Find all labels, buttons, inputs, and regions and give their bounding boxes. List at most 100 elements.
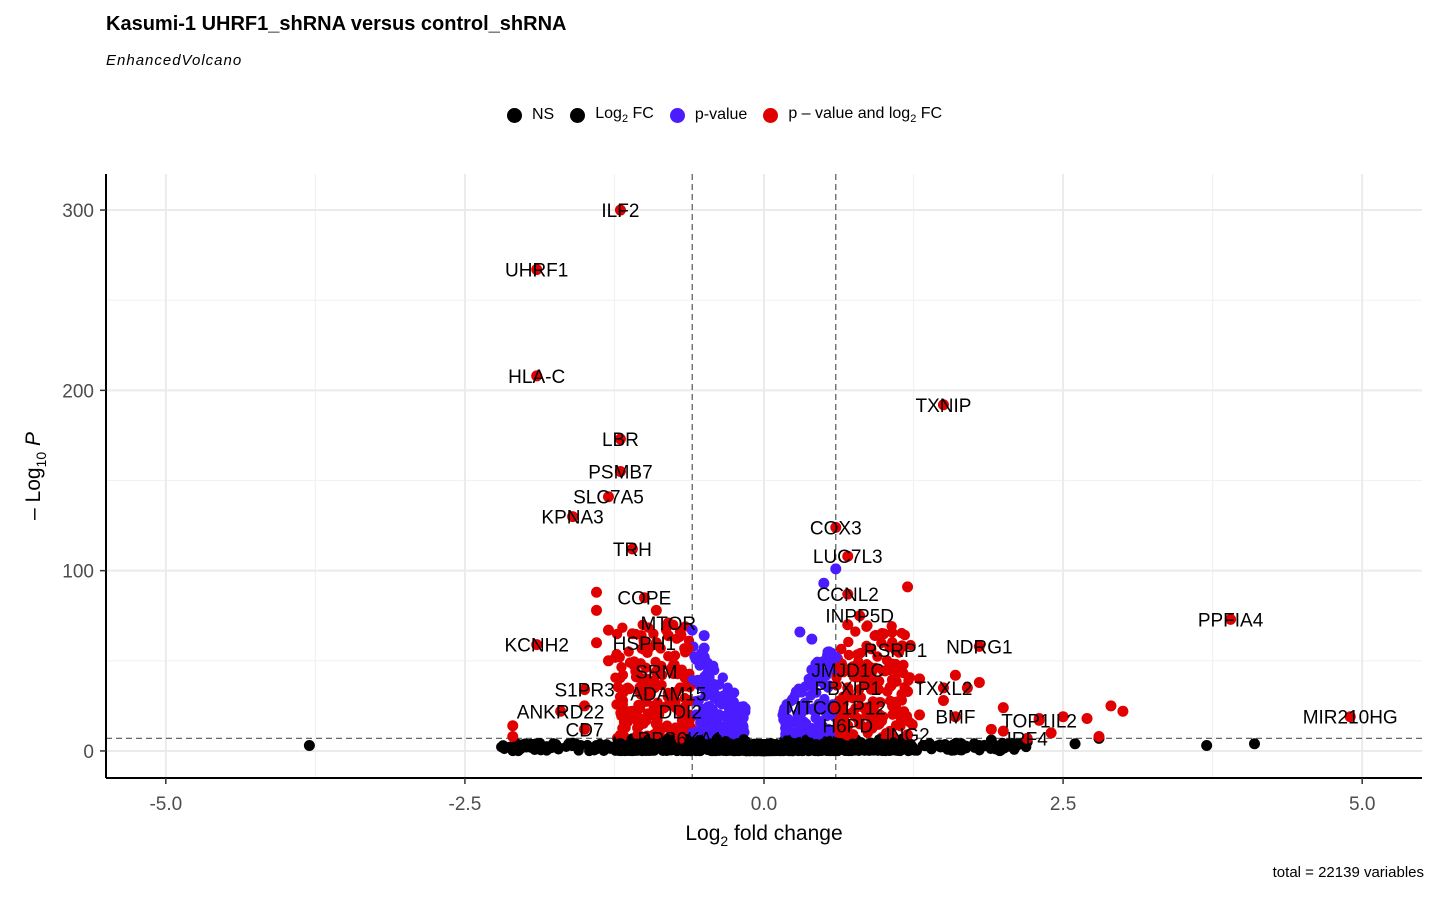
- data-point-ns: [973, 740, 985, 752]
- cloud-point: [858, 678, 870, 690]
- cloud-point: [697, 719, 709, 730]
- data-point-pfc: [507, 731, 519, 743]
- legend-item-pfc: p – value and log2 FC: [763, 105, 942, 125]
- cloud-point: [611, 648, 622, 660]
- cloud-point: [833, 661, 845, 672]
- cloud-point: [861, 621, 872, 633]
- point-label-UHRF1: UHRF1: [505, 261, 568, 282]
- legend-item-p: p-value: [669, 106, 748, 124]
- cloud-point: [693, 738, 704, 749]
- cloud-point: [860, 740, 872, 751]
- cloud-point: [683, 742, 695, 754]
- data-point-UHRF1: [531, 264, 543, 276]
- cloud-point: [821, 726, 832, 737]
- cloud-point: [891, 745, 903, 756]
- x-tick-label: -2.5: [449, 794, 482, 815]
- data-point-pfc: [961, 682, 973, 694]
- data-point-p: [698, 673, 710, 685]
- cloud-point: [835, 643, 847, 655]
- data-point-ns: [303, 740, 315, 752]
- cloud-point: [732, 737, 744, 749]
- y-tick-label: 100: [62, 562, 94, 583]
- cloud-point: [866, 718, 877, 729]
- point-label-CCNL2: CCNL2: [817, 585, 879, 606]
- cloud-point: [924, 737, 935, 749]
- cloud-point: [623, 646, 634, 657]
- data-point-ns: [1249, 738, 1261, 750]
- cloud-point: [615, 707, 626, 719]
- cloud-point: [833, 715, 845, 726]
- legend-dot-pfc: [763, 107, 779, 123]
- cloud-point: [693, 710, 704, 721]
- cloud-point: [818, 679, 830, 690]
- data-point-pfc: [866, 673, 878, 685]
- legend-label-p: p-value: [694, 106, 748, 123]
- x-tick-label: 0.0: [751, 794, 777, 815]
- cloud-point: [876, 637, 887, 649]
- data-point-pfc: [1081, 713, 1093, 725]
- data-point-PPFIA4: [1225, 613, 1237, 625]
- chart-caption: total = 22139 variables: [1272, 864, 1424, 881]
- data-point-TOP1IL2: [1033, 714, 1045, 726]
- data-point-pfc: [674, 682, 686, 694]
- data-point-p: [686, 624, 698, 636]
- point-label-KCNH2: KCNH2: [504, 636, 568, 657]
- data-point-pfc: [1057, 711, 1069, 723]
- data-point-pfc: [591, 604, 603, 616]
- data-point-DDI2: [674, 705, 686, 717]
- cloud-point: [622, 716, 633, 728]
- cloud-point: [837, 691, 849, 702]
- data-point-TXXL2: [937, 682, 949, 694]
- data-point-pfc: [602, 655, 614, 667]
- data-point-pfc: [602, 624, 614, 636]
- cloud-point: [782, 737, 793, 749]
- data-point-LUC7L3: [842, 550, 854, 562]
- data-point-pfc: [890, 658, 902, 670]
- point-label-S1PR3: S1PR3: [554, 681, 614, 702]
- data-point-INPP5D: [854, 610, 866, 622]
- chart-title: Kasumi-1 UHRF1_shRNA versus control_shRN…: [106, 13, 567, 35]
- point-label-TOP1IL2: TOP1IL2: [1001, 711, 1077, 732]
- point-label-PSMB7: PSMB7: [588, 462, 652, 483]
- cloud-point: [895, 721, 906, 732]
- cloud-point: [843, 636, 854, 648]
- data-point-HLA-C: [531, 370, 543, 382]
- cloud-point: [793, 721, 804, 733]
- cloud-point: [656, 679, 667, 691]
- data-point-pfc: [985, 723, 997, 735]
- data-point-pfc: [842, 619, 854, 631]
- data-point-SLC7A5: [602, 491, 614, 503]
- data-point-CCNL2: [842, 588, 854, 600]
- data-point-pfc: [626, 705, 638, 717]
- data-point-pfc: [626, 628, 638, 640]
- data-point-COX3: [830, 521, 842, 533]
- cloud-point: [870, 662, 881, 674]
- cloud-point: [821, 670, 832, 681]
- data-point-S1PR3: [579, 684, 591, 696]
- cloud-point: [736, 723, 747, 735]
- data-point-pfc: [997, 702, 1009, 714]
- data-point-KPNA3: [567, 511, 579, 523]
- cloud-point: [887, 627, 898, 638]
- x-tick-label: -5.0: [149, 794, 182, 815]
- point-label-RSRP1: RSRP1: [864, 641, 927, 662]
- data-point-KCNH2: [531, 639, 543, 651]
- cloud-point: [766, 744, 777, 756]
- cloud-point: [622, 682, 634, 694]
- point-label-LUC7L3: LUC7L3: [813, 547, 883, 568]
- cloud-point: [674, 625, 686, 637]
- cloud-point: [736, 704, 747, 715]
- data-point-pfc: [866, 705, 878, 717]
- point-label-H6PD: H6PD: [822, 717, 873, 738]
- data-point-pfc: [591, 586, 603, 598]
- cloud-point: [781, 725, 792, 736]
- x-axis-title: Log2 fold change: [685, 822, 842, 849]
- cloud-point: [866, 643, 877, 655]
- cloud-point: [510, 743, 522, 754]
- cloud-point: [872, 742, 883, 754]
- cloud-point: [672, 668, 683, 680]
- cloud-point: [708, 709, 719, 720]
- data-point-pfc: [937, 694, 949, 706]
- point-label-RPS6KA1: RPS6KA1: [637, 729, 723, 750]
- cloud-point: [895, 712, 906, 724]
